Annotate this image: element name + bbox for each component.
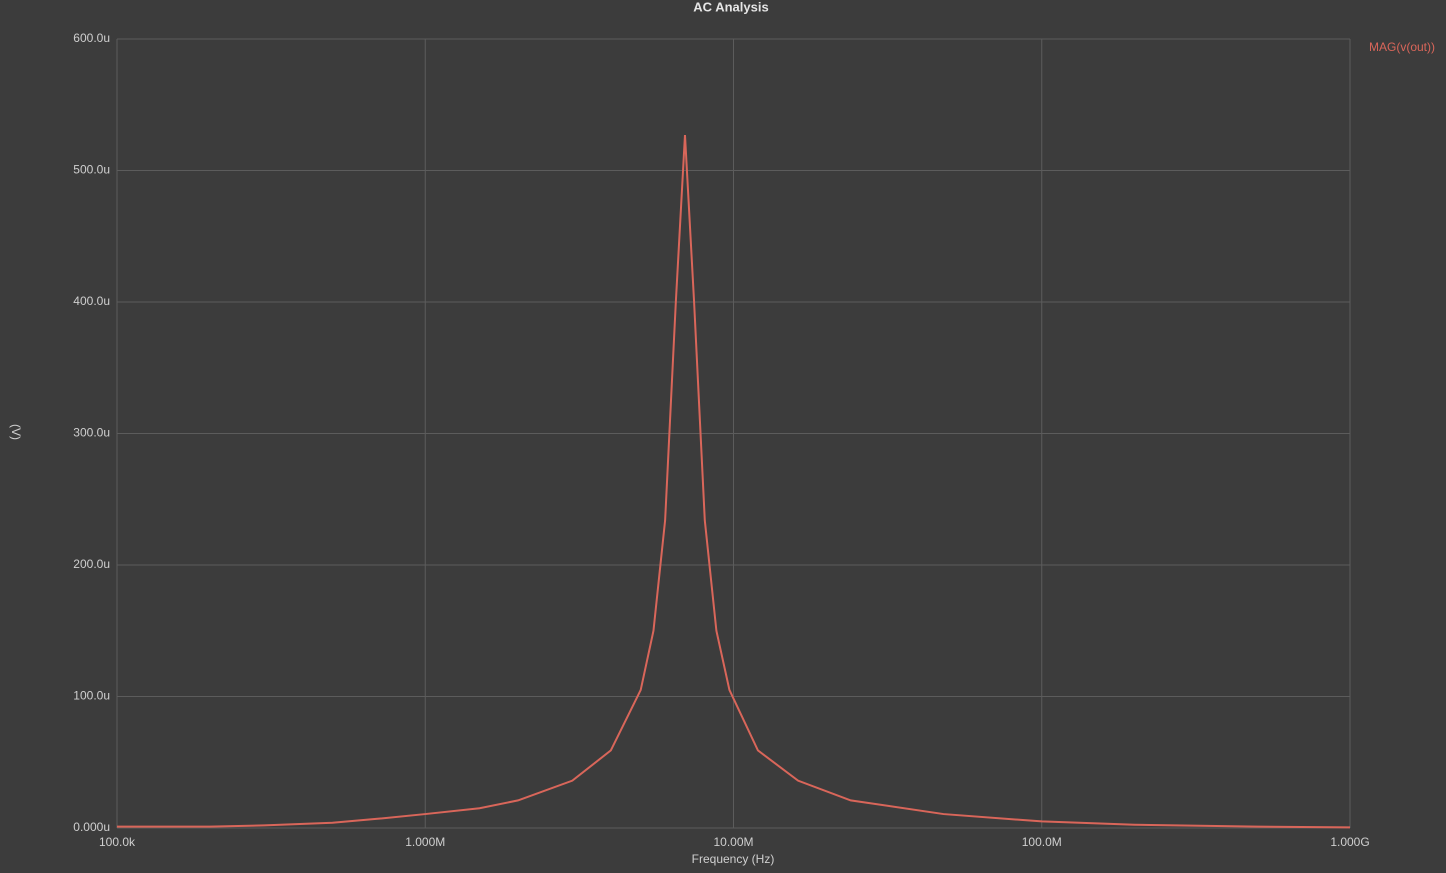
chart-title: AC Analysis: [693, 0, 768, 14]
x-tick-label: 100.0M: [1022, 835, 1062, 849]
y-tick-label: 200.0u: [73, 557, 110, 571]
x-axis-label: Frequency (Hz): [692, 852, 775, 866]
y-tick-label: 100.0u: [73, 689, 110, 703]
x-tick-label: 1.000M: [405, 835, 445, 849]
x-tick-label: 1.000G: [1330, 835, 1369, 849]
series-line: [117, 134, 1351, 829]
y-tick-label: 600.0u: [73, 31, 110, 45]
y-tick-label: 0.000u: [73, 820, 110, 834]
y-tick-label: 300.0u: [73, 426, 110, 440]
y-tick-label: 400.0u: [73, 294, 110, 308]
y-tick-label: 500.0u: [73, 163, 110, 177]
x-tick-label: 100.0k: [99, 835, 136, 849]
x-tick-label: 10.00M: [713, 835, 753, 849]
y-axis-label: (V): [9, 424, 23, 440]
legend-entry: MAG(v(out)): [1369, 40, 1435, 54]
